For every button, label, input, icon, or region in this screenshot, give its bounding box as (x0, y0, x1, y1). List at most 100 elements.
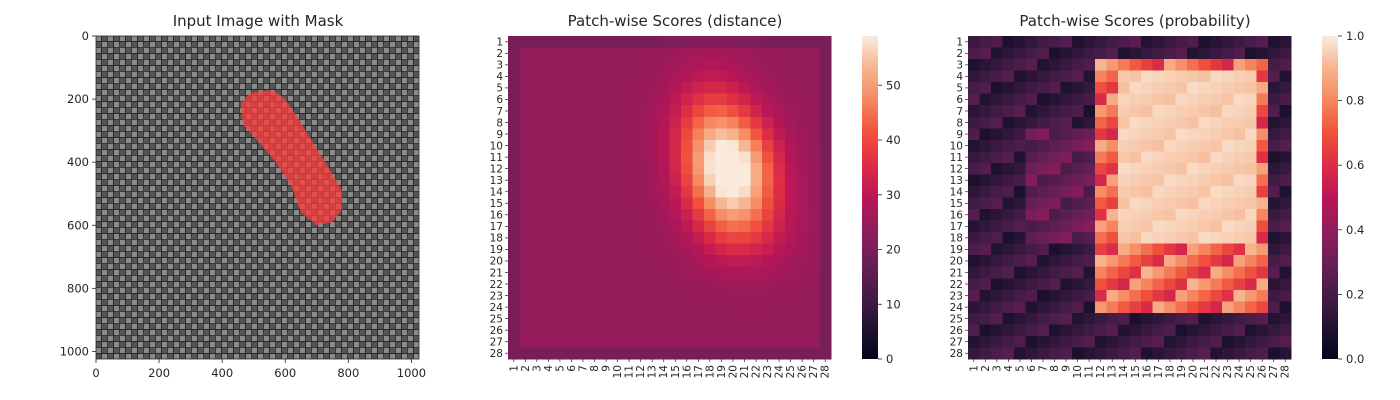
heatmap-x-tick-label: 21 (739, 365, 751, 378)
heatmap-cell (1094, 220, 1107, 233)
heatmap-cell (1279, 116, 1292, 129)
heatmap-cell (750, 335, 763, 348)
heatmap-cell (508, 209, 520, 221)
heatmap-cell (634, 59, 647, 71)
heatmap-cell (1037, 232, 1050, 244)
heatmap-cell (519, 347, 532, 360)
heatmap-x-tick-label: 18 (1164, 365, 1176, 378)
heatmap-cell (1221, 266, 1234, 279)
heatmap-cell (600, 70, 613, 83)
heatmap-cell (704, 347, 716, 360)
heatmap-cell (796, 347, 809, 360)
heatmap-cell (1233, 36, 1246, 48)
colorbar-tick-label: 1.0 (1346, 29, 1364, 43)
heatmap-cell (531, 151, 543, 164)
heatmap-x-tick-label: 9 (1061, 365, 1073, 372)
heatmap-cell (807, 174, 820, 187)
heatmap-x-tick-label: 23 (762, 365, 774, 378)
heatmap-cell (1210, 266, 1223, 279)
heatmap-cell (565, 139, 578, 152)
heatmap-cell (991, 174, 1003, 187)
heatmap-cell (1129, 36, 1142, 48)
heatmap-cell (1083, 116, 1096, 129)
heatmap-cell (968, 255, 980, 268)
heatmap-cell (761, 255, 774, 268)
heatmap-cell (715, 162, 728, 175)
heatmap-cell (1152, 139, 1165, 152)
heatmap-cell (1187, 220, 1200, 233)
heatmap-cell (531, 139, 543, 152)
heatmap-cell (1279, 289, 1292, 302)
heatmap-cell (542, 324, 555, 337)
heatmap-cell (669, 82, 682, 94)
heatmap-cell (623, 312, 636, 325)
heatmap-cell (1025, 255, 1038, 268)
heatmap-cell (968, 312, 980, 325)
heatmap-cell (727, 36, 740, 48)
heatmap-cell (1198, 82, 1211, 94)
heatmap-cell (542, 105, 555, 118)
heatmap-cell (623, 255, 636, 268)
heatmap-cell (968, 278, 980, 291)
heatmap-x-tick-label: 14 (1118, 365, 1130, 379)
heatmap-cell (968, 82, 980, 94)
heatmap-cell (1106, 220, 1119, 233)
heatmap-cell (1244, 36, 1257, 48)
heatmap-cell (1256, 36, 1269, 48)
heatmap-cell (1106, 301, 1119, 314)
input-image-panel: Input Image with Mask 0 200 400 600 800 1000 … (60, 12, 426, 380)
heatmap-cell (623, 324, 636, 337)
heatmap-cell (1106, 59, 1119, 71)
heatmap-cell (819, 312, 832, 325)
heatmap-y-tick-label: 10 (950, 140, 963, 152)
heatmap-cell (681, 47, 693, 60)
heatmap-cell (634, 278, 647, 291)
heatmap-cell (508, 312, 520, 325)
heatmap-cell (1164, 243, 1176, 256)
heatmap-y-tick-label: 11 (950, 152, 963, 164)
heatmap-cell (750, 243, 763, 256)
heatmap-cell (738, 209, 751, 221)
heatmap-cell (542, 301, 555, 314)
heatmap-y-tick-label: 24 (490, 302, 504, 314)
heatmap-cell (1233, 197, 1246, 210)
heatmap-cell (727, 232, 740, 244)
heatmap-cell (588, 255, 601, 268)
heatmap-cell (657, 266, 670, 279)
heatmap-cell (508, 301, 520, 314)
heatmap-cell (1083, 289, 1096, 302)
heatmap-cell (669, 324, 682, 337)
heatmap-cell (807, 47, 820, 60)
heatmap-cell (554, 36, 566, 48)
heatmap-cell (611, 151, 624, 164)
heatmap-cell (1141, 82, 1153, 94)
heatmap-cell (1221, 47, 1234, 60)
heatmap-cell (715, 209, 728, 221)
heatmap-cell (657, 255, 670, 268)
heatmap-cell (669, 197, 682, 210)
heatmap-cell (1233, 243, 1246, 256)
heatmap-cell (1210, 47, 1223, 60)
heatmap-cell (577, 335, 590, 348)
heatmap-x-tick-label: 14 (658, 365, 670, 379)
heatmap-cell (657, 116, 670, 129)
heatmap-cell (646, 151, 659, 164)
heatmap-cell (1221, 151, 1234, 164)
heatmap-cell (1152, 335, 1165, 348)
heatmap-cell (542, 59, 555, 71)
heatmap-cell (634, 70, 647, 83)
heatmap-cell (979, 243, 992, 256)
heatmap-cell (968, 105, 980, 118)
heatmap-cell (1083, 197, 1096, 210)
heatmap-cell (796, 162, 809, 175)
heatmap-cell (1071, 128, 1084, 141)
heatmap-cell (715, 255, 728, 268)
heatmap-cell (738, 139, 751, 152)
heatmap-cell (565, 197, 578, 210)
heatmap-cell (796, 36, 809, 48)
heatmap-cell (979, 324, 992, 337)
heatmap-cell (1037, 301, 1050, 314)
heatmap-cell (750, 59, 763, 71)
heatmap-cell (577, 324, 590, 337)
heatmap-cell (1129, 278, 1142, 291)
